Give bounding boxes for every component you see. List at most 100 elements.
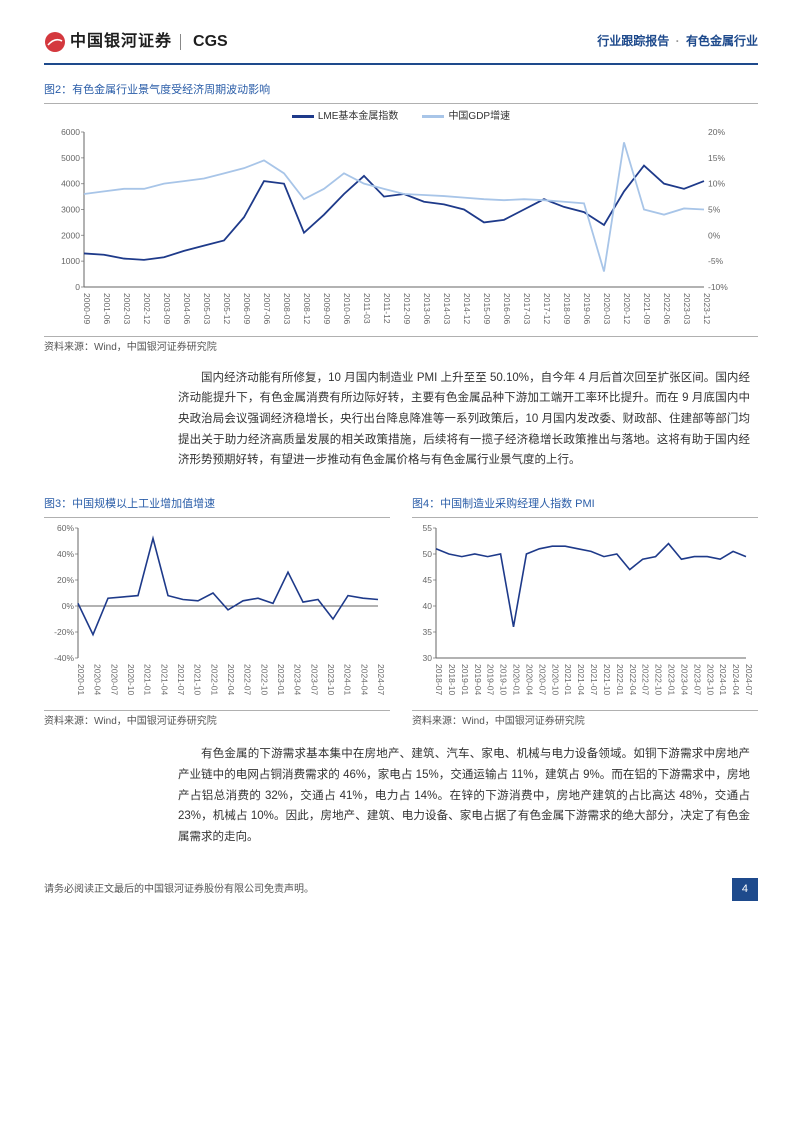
svg-text:2003-09: 2003-09 [162, 293, 172, 324]
svg-text:2017-12: 2017-12 [542, 293, 552, 324]
svg-text:2002-03: 2002-03 [122, 293, 132, 324]
fig2-legend-gdp: 中国GDP增速 [422, 108, 510, 125]
svg-text:2022-04: 2022-04 [628, 664, 638, 695]
svg-text:2023-07: 2023-07 [692, 664, 702, 695]
header-right: 行业跟踪报告 · 有色金属行业 [597, 31, 758, 51]
svg-text:2020-03: 2020-03 [602, 293, 612, 324]
svg-text:-20%: -20% [54, 627, 74, 637]
svg-text:2020-10: 2020-10 [126, 664, 136, 695]
fig2-svg: 0100020003000400050006000-10%-5%0%5%10%1… [44, 127, 744, 327]
fig4-source: 资料来源：Wind，中国银河证券研究院 [412, 710, 758, 730]
fig3-svg: -40%-20%0%20%40%60%2020-012020-042020-07… [44, 522, 384, 702]
svg-text:2022-07: 2022-07 [641, 664, 651, 695]
svg-text:2023-01: 2023-01 [667, 664, 677, 695]
svg-text:2022-06: 2022-06 [662, 293, 672, 324]
svg-text:2005-12: 2005-12 [222, 293, 232, 324]
svg-text:2019-06: 2019-06 [582, 293, 592, 324]
svg-text:2013-06: 2013-06 [422, 293, 432, 324]
svg-text:-40%: -40% [54, 653, 74, 663]
svg-text:5000: 5000 [61, 153, 80, 163]
fig3-source: 资料来源：Wind，中国银河证券研究院 [44, 710, 390, 730]
fig2-legend: LME基本金属指数 中国GDP增速 [44, 108, 758, 125]
fig2-legend-lme: LME基本金属指数 [292, 108, 399, 125]
svg-text:2002-12: 2002-12 [142, 293, 152, 324]
svg-text:2021-04: 2021-04 [159, 664, 169, 695]
svg-text:2021-10: 2021-10 [602, 664, 612, 695]
svg-text:3000: 3000 [61, 204, 80, 214]
svg-text:2023-01: 2023-01 [276, 664, 286, 695]
svg-text:1000: 1000 [61, 256, 80, 266]
paragraph-2: 有色金属的下游需求基本集中在房地产、建筑、汽车、家电、机械与电力设备领域。如铜下… [44, 744, 758, 847]
svg-text:2004-06: 2004-06 [182, 293, 192, 324]
svg-text:2019-01: 2019-01 [460, 664, 470, 695]
figure-4: 图4：中国制造业采购经理人指数 PMI 3035404550552018-072… [412, 493, 758, 730]
svg-text:2017-03: 2017-03 [522, 293, 532, 324]
svg-text:2023-10: 2023-10 [705, 664, 715, 695]
svg-text:2012-09: 2012-09 [402, 293, 412, 324]
svg-text:2023-04: 2023-04 [293, 664, 303, 695]
svg-text:2005-03: 2005-03 [202, 293, 212, 324]
svg-text:2024-07: 2024-07 [744, 664, 752, 695]
svg-text:2024-01: 2024-01 [718, 664, 728, 695]
page-header: 中国银河证券 CGS 行业跟踪报告 · 有色金属行业 [44, 28, 758, 65]
svg-text:2022-10: 2022-10 [259, 664, 269, 695]
svg-text:2024-04: 2024-04 [731, 664, 741, 695]
svg-text:50: 50 [423, 549, 433, 559]
svg-text:2022-04: 2022-04 [226, 664, 236, 695]
svg-text:2021-07: 2021-07 [176, 664, 186, 695]
svg-text:2020-07: 2020-07 [109, 664, 119, 695]
svg-text:2019-10: 2019-10 [499, 664, 509, 695]
svg-text:2023-04: 2023-04 [679, 664, 689, 695]
svg-text:2007-06: 2007-06 [262, 293, 272, 324]
svg-text:2020-04: 2020-04 [524, 664, 534, 695]
svg-text:2011-03: 2011-03 [362, 293, 372, 324]
svg-text:2021-01: 2021-01 [143, 664, 153, 695]
svg-text:2008-03: 2008-03 [282, 293, 292, 324]
svg-text:35: 35 [423, 627, 433, 637]
svg-text:2022-07: 2022-07 [243, 664, 253, 695]
footer-page-num: 4 [732, 878, 758, 901]
svg-text:10%: 10% [708, 179, 725, 189]
svg-text:2021-04: 2021-04 [576, 664, 586, 695]
svg-text:0%: 0% [708, 230, 721, 240]
svg-text:2020-07: 2020-07 [537, 664, 547, 695]
svg-text:-5%: -5% [708, 256, 724, 266]
svg-text:2016-06: 2016-06 [502, 293, 512, 324]
fig4-title: 图4：中国制造业采购经理人指数 PMI [412, 493, 758, 518]
svg-text:2024-01: 2024-01 [343, 664, 353, 695]
svg-text:40: 40 [423, 601, 433, 611]
svg-text:2015-09: 2015-09 [482, 293, 492, 324]
fig2-source: 资料来源：Wind，中国银河证券研究院 [44, 336, 758, 356]
svg-text:2023-12: 2023-12 [702, 293, 712, 324]
svg-text:2021-07: 2021-07 [589, 664, 599, 695]
svg-text:2010-06: 2010-06 [342, 293, 352, 324]
svg-text:2021-01: 2021-01 [563, 664, 573, 695]
header-right-label: 行业跟踪报告 [597, 34, 669, 48]
svg-text:-10%: -10% [708, 282, 728, 292]
svg-text:2009-09: 2009-09 [322, 293, 332, 324]
svg-text:2020-01: 2020-01 [512, 664, 522, 695]
svg-text:40%: 40% [57, 549, 74, 559]
logo-block: 中国银河证券 CGS [44, 28, 228, 55]
svg-text:30: 30 [423, 653, 433, 663]
svg-text:2021-09: 2021-09 [642, 293, 652, 324]
svg-text:2018-10: 2018-10 [447, 664, 457, 695]
svg-text:2022-01: 2022-01 [209, 664, 219, 695]
svg-text:2001-06: 2001-06 [102, 293, 112, 324]
footer-disclaimer: 请务必阅读正文最后的中国银河证券股份有限公司免责声明。 [44, 881, 314, 898]
svg-text:2022-01: 2022-01 [615, 664, 625, 695]
logo-divider [180, 34, 181, 50]
svg-text:20%: 20% [57, 575, 74, 585]
svg-text:2021-10: 2021-10 [193, 664, 203, 695]
svg-text:2014-03: 2014-03 [442, 293, 452, 324]
logo-icon [44, 31, 66, 53]
logo-cn-text: 中国银河证券 [70, 28, 172, 55]
svg-text:0%: 0% [62, 601, 75, 611]
svg-text:2020-04: 2020-04 [93, 664, 103, 695]
fig2-chart: LME基本金属指数 中国GDP增速 0100020003000400050006… [44, 108, 758, 334]
fig4-svg: 3035404550552018-072018-102019-012019-04… [412, 522, 752, 702]
svg-text:5%: 5% [708, 204, 721, 214]
header-right-sub: 有色金属行业 [686, 34, 758, 48]
svg-text:2019-07: 2019-07 [486, 664, 496, 695]
svg-text:2023-07: 2023-07 [309, 664, 319, 695]
